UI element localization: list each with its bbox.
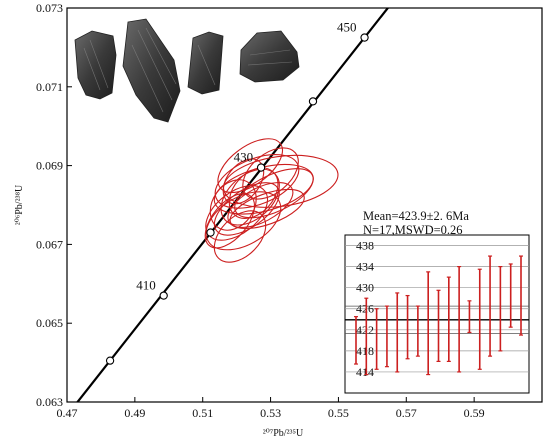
plot-frame: [66, 7, 543, 403]
concordia-age-marker: [105, 356, 115, 365]
inset-y-tick-label: 430: [356, 281, 374, 295]
error-ellipse: [204, 193, 256, 249]
concordia-age-marker: [256, 163, 266, 172]
inset-y-tick-label: 434: [356, 260, 374, 274]
y-tick-label: 0.063: [36, 395, 63, 409]
x-tick-label: 0.53: [260, 406, 281, 420]
concordia-age-label: 430: [234, 150, 254, 165]
inset-y-tick-label: 414: [356, 365, 374, 379]
concordia-markers: 410 430 450: [105, 20, 369, 365]
inset-plot-layer: 414 418 422 426 430 434 438: [345, 239, 529, 379]
concordia-age-marker: [360, 33, 369, 42]
y-axis-label: ²⁰⁶Pb/²³⁸U: [14, 184, 25, 225]
inset-y-tick-label: 426: [356, 302, 374, 316]
y-tick-label: 0.073: [36, 1, 63, 15]
concordia-age-marker: [308, 97, 318, 106]
zircon-grain-1: [74, 30, 117, 100]
y-tick-label: 0.071: [36, 80, 63, 94]
error-ellipse: [227, 182, 294, 228]
inset-y-tick-label: 422: [356, 323, 374, 337]
error-ellipse: [229, 188, 305, 230]
zircon-images: [74, 18, 300, 123]
x-tick-label: 0.51: [192, 406, 213, 420]
concordia-age-marker: [159, 291, 168, 300]
zircon-grain-2: [122, 18, 181, 123]
error-ellipse: [213, 210, 267, 263]
concordia-age-label: 410: [136, 278, 156, 293]
inset-y-tick-label: 438: [356, 239, 374, 253]
error-ellipse: [234, 168, 314, 219]
error-ellipse: [228, 167, 279, 219]
inset-y-tick-label: 418: [356, 344, 374, 358]
concordia-age-label: 450: [337, 20, 357, 35]
x-tick-label: 0.49: [124, 406, 145, 420]
inset-background: [344, 234, 530, 394]
x-axis-label: ²⁰⁷Pb/²³⁵U: [263, 428, 304, 439]
zircon-grain-4: [239, 30, 300, 83]
concordia-age-marker: [206, 228, 215, 237]
x-tick-label: 0.59: [464, 406, 485, 420]
y-tick-label: 0.067: [36, 237, 63, 251]
inset-mean-text: Mean=423.9±2. 6Ma: [363, 209, 469, 223]
y-tick-label: 0.065: [36, 316, 63, 330]
error-ellipse: [217, 138, 283, 193]
inset-n-mswd-text: N=17,MSWD=0.26: [363, 223, 463, 237]
error-ellipse: [209, 179, 257, 231]
weighted-mean-inset: Mean=423.9±2. 6Ma N=17,MSWD=0.26 4144184…: [344, 209, 530, 394]
x-tick-label: 0.55: [328, 406, 349, 420]
x-tick-label: 0.47: [57, 406, 78, 420]
error-ellipses-layer: [204, 138, 339, 263]
y-tick-label: 0.069: [36, 159, 63, 173]
error-ellipse: [222, 158, 265, 205]
axis-ticks: 0.47 0.49 0.51 0.53 0.55 0.57 0.59 0.063 0.065 0.…: [36, 1, 485, 420]
x-tick-label: 0.57: [396, 406, 417, 420]
